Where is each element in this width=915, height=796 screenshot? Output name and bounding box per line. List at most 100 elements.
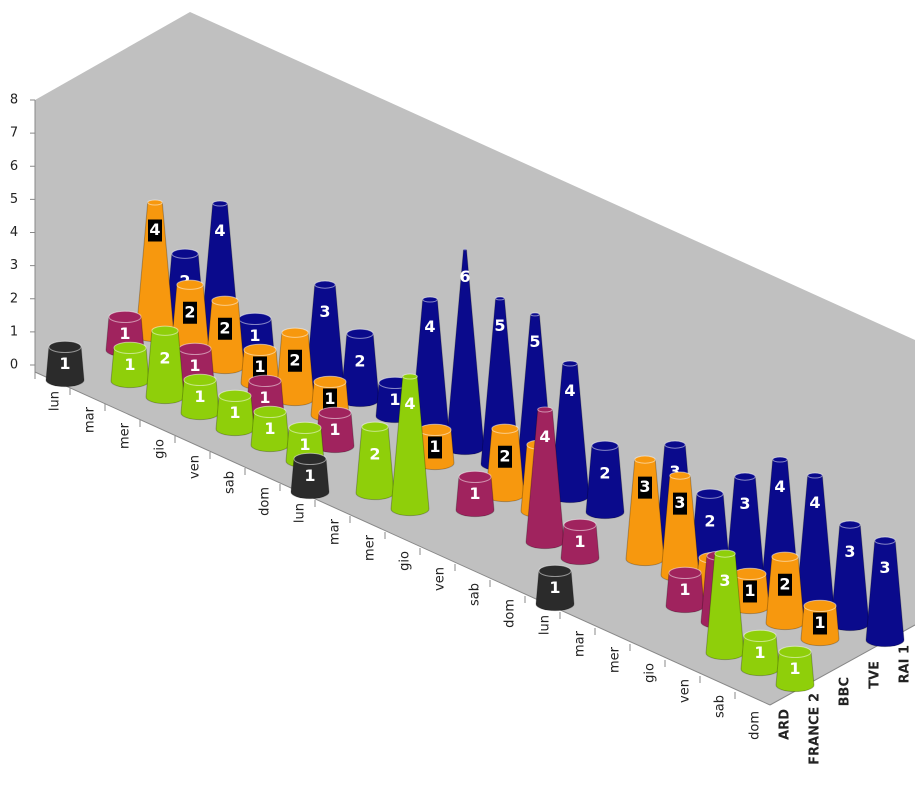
- cone: 2: [485, 423, 525, 503]
- cone-body: [865, 540, 905, 648]
- cone-top: [733, 567, 767, 581]
- cone-body: [535, 570, 575, 612]
- label-box: [498, 445, 512, 468]
- cone-top: [48, 340, 82, 354]
- cone: 3: [705, 549, 745, 661]
- x-tick-label: lun: [293, 503, 308, 523]
- cone-top: [778, 645, 812, 659]
- x-tick-label: lun: [538, 615, 553, 635]
- data-label: 4: [404, 394, 415, 413]
- label-box: [638, 476, 652, 499]
- cone: 2: [275, 327, 315, 407]
- cone-top: [874, 536, 896, 545]
- y-tick-label: 3: [10, 258, 18, 273]
- cone: 1: [415, 423, 455, 471]
- data-label: 3: [844, 542, 855, 561]
- legend-label: ARD: [778, 709, 793, 740]
- cone-top: [839, 520, 861, 529]
- x-axis: [34, 371, 771, 706]
- data-label: 1: [189, 356, 200, 375]
- label-box: [673, 492, 687, 515]
- cone-body: [290, 458, 330, 500]
- data-label: 1: [744, 581, 755, 600]
- cone-top: [714, 549, 736, 558]
- x-tick-label: sab: [713, 695, 728, 718]
- cone-top: [562, 360, 578, 367]
- cone: 3: [660, 471, 700, 583]
- cone-top: [253, 405, 287, 419]
- data-label: 4: [214, 221, 225, 240]
- data-label: 1: [679, 580, 690, 599]
- cone-top: [463, 248, 467, 251]
- data-label: 4: [564, 381, 575, 400]
- cone-top: [491, 423, 519, 434]
- data-label: 2: [289, 350, 300, 369]
- data-label: 4: [149, 220, 160, 239]
- x-tick-label: ven: [678, 679, 693, 703]
- cone: 1: [775, 645, 815, 693]
- cone-top: [171, 248, 199, 259]
- cone-top: [113, 341, 147, 355]
- cone-top: [807, 472, 823, 479]
- cone-top: [212, 200, 228, 207]
- data-label: 1: [329, 420, 340, 439]
- cone-top: [243, 343, 277, 357]
- cone-top: [743, 629, 777, 643]
- cone: 4: [390, 373, 430, 517]
- x-tick-label: gio: [643, 663, 658, 683]
- cone-top: [664, 440, 686, 449]
- cone-body: [390, 376, 430, 517]
- y-tick-label: 2: [10, 291, 18, 306]
- cone-top: [734, 472, 756, 481]
- legend-label: RAI 1: [898, 645, 913, 683]
- y-tick-label: 4: [10, 225, 18, 240]
- cone-body: [45, 346, 85, 388]
- data-label: 2: [159, 348, 170, 367]
- cone-top: [108, 310, 142, 324]
- data-label: 1: [249, 326, 260, 345]
- data-label: 1: [194, 387, 205, 406]
- data-label: 2: [354, 351, 365, 370]
- cone-top: [313, 375, 347, 389]
- legend-label: TVE: [868, 661, 883, 689]
- cone: 1: [180, 373, 220, 421]
- cone-top: [402, 373, 418, 380]
- cone: 2: [355, 421, 395, 501]
- data-label: 1: [814, 613, 825, 632]
- cone: 1: [45, 340, 85, 388]
- label-box: [323, 388, 337, 411]
- cone-top: [147, 199, 163, 206]
- data-label: 5: [494, 316, 505, 335]
- x-tick-label: gio: [153, 439, 168, 459]
- cone-top: [771, 551, 799, 562]
- data-label: 1: [124, 355, 135, 374]
- data-label: 3: [719, 571, 730, 590]
- cone-top: [803, 599, 837, 613]
- y-tick-label: 0: [10, 358, 18, 373]
- data-label: 5: [529, 332, 540, 351]
- data-label: 1: [429, 437, 440, 456]
- cone-body: [560, 524, 600, 566]
- cone-top: [422, 296, 438, 303]
- data-label: 3: [639, 477, 650, 496]
- cone-top: [361, 421, 389, 432]
- label-box: [148, 219, 162, 242]
- cone-top: [668, 566, 702, 580]
- cone: 1: [535, 564, 575, 612]
- cone: 1: [665, 566, 705, 614]
- label-box: [288, 349, 302, 372]
- cone-top: [281, 327, 309, 338]
- cone: 1: [215, 389, 255, 437]
- x-tick-label: mer: [608, 646, 623, 673]
- cone: 1: [250, 405, 290, 453]
- cone-top: [669, 471, 691, 480]
- data-label: 1: [389, 390, 400, 409]
- cone-top: [538, 564, 572, 578]
- cone: 1: [315, 406, 355, 454]
- x-tick-label: sab: [223, 471, 238, 494]
- data-label: 1: [229, 403, 240, 422]
- cone-top: [591, 440, 619, 451]
- legend-label: FRANCE 2: [808, 693, 823, 765]
- data-label: 3: [739, 494, 750, 513]
- x-tick-label: mer: [363, 534, 378, 561]
